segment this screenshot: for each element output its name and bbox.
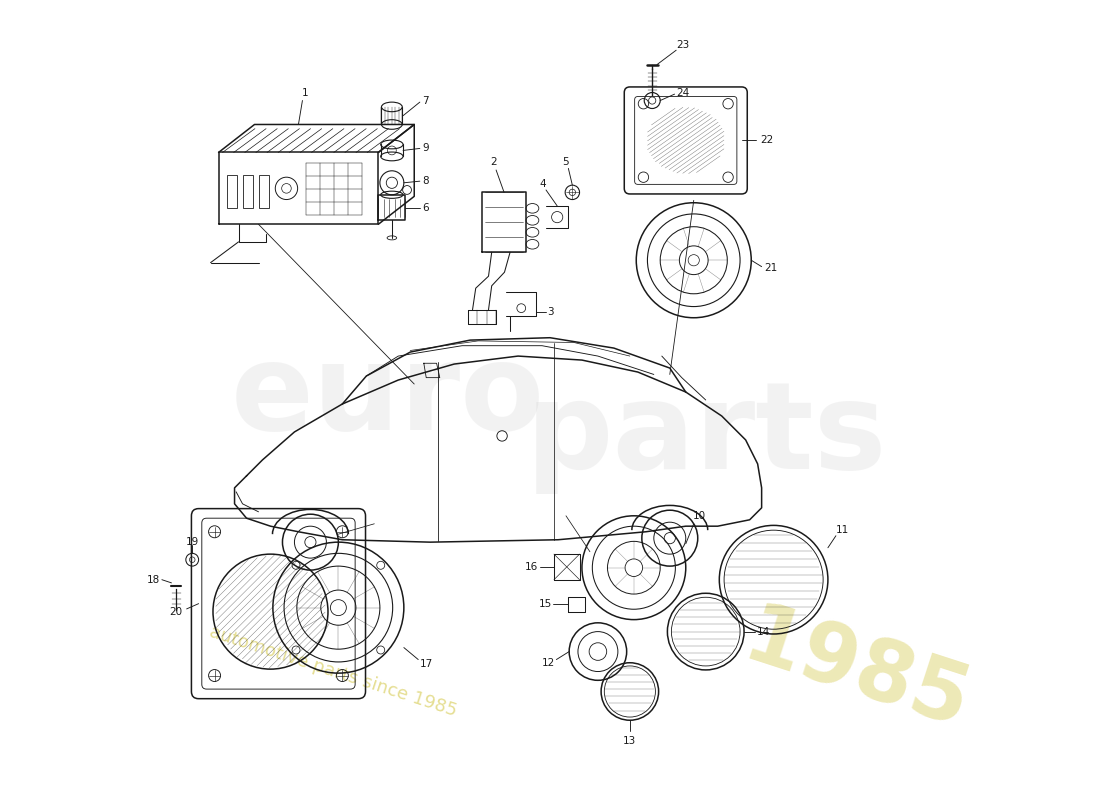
Text: 17: 17 — [419, 658, 432, 669]
Text: 20: 20 — [169, 607, 183, 618]
Text: 8: 8 — [422, 176, 429, 186]
Text: parts: parts — [526, 378, 888, 494]
Text: 21: 21 — [763, 263, 777, 274]
Text: 6: 6 — [422, 202, 429, 213]
Text: euro: euro — [231, 338, 544, 454]
Text: 1985: 1985 — [734, 597, 979, 746]
Text: automotive parts since 1985: automotive parts since 1985 — [207, 623, 459, 720]
Text: 16: 16 — [525, 562, 538, 572]
Text: 23: 23 — [675, 41, 690, 50]
Text: 10: 10 — [693, 510, 706, 521]
Text: 15: 15 — [539, 599, 552, 610]
Text: 4: 4 — [539, 178, 546, 189]
Text: 5: 5 — [563, 157, 570, 167]
Text: 13: 13 — [624, 736, 637, 746]
Bar — [227, 174, 236, 208]
Text: 11: 11 — [836, 525, 849, 535]
Text: 3: 3 — [547, 307, 553, 317]
Text: 12: 12 — [542, 658, 556, 668]
Text: 22: 22 — [760, 135, 773, 146]
Text: 1: 1 — [301, 87, 308, 98]
Text: 7: 7 — [422, 95, 429, 106]
Text: 19: 19 — [186, 537, 199, 547]
Text: 14: 14 — [757, 626, 770, 637]
Bar — [242, 174, 253, 208]
Bar — [258, 174, 268, 208]
Text: 24: 24 — [675, 87, 690, 98]
Text: 9: 9 — [422, 143, 429, 154]
Text: 2: 2 — [491, 157, 497, 167]
Text: 18: 18 — [147, 574, 161, 585]
